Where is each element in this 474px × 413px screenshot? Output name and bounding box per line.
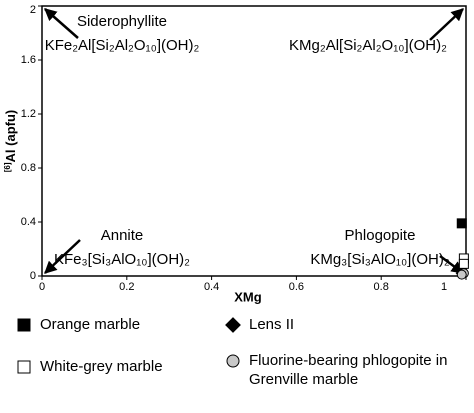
chart: XMg [6]Al (apfu) 0 0.2 0.4 0.6 0.8 1 0 0.4 0.8 1.… [3,4,469,304]
marker-square [17,318,31,332]
x-axis-label: XMg [234,289,262,304]
annotation: KFe₂Al[Si₂Al₂O₁₀](OH)₂ [45,37,200,54]
x-tick-label: 1 [441,281,447,293]
legend-entry: Fluorine-bearing phlogopite in Grenville… [225,351,465,389]
legend-label: Fluorine-bearing phlogopite in Grenville… [249,352,448,388]
x-tick-label: 0.4 [204,281,219,293]
annotation-arrow [429,8,464,41]
legend-label: Orange marble [40,316,141,333]
legend-entry: Lens II [225,315,294,334]
legend-symbol [226,354,240,368]
annotation: Annite [101,227,144,244]
marker-square [456,218,467,229]
y-axis-label-main: Al (apfu) [3,110,18,163]
y-axis-label: [6]Al (apfu) [3,110,18,173]
y-tick-label: 1.2 [21,108,36,120]
marker-diamond [225,317,241,333]
y-axis-label-sup: [6] [3,162,12,172]
legend-symbol [225,317,241,333]
marker-circle [226,354,240,368]
annotation-arrow [44,8,79,39]
x-tick-label: 0 [39,281,45,293]
x-tick-label: 0.6 [289,281,304,293]
y-tick-label: 2 [30,4,36,16]
annotation: KMg₂Al[Si₂Al₂O₁₀](OH)₂ [289,37,447,54]
y-tick-label: 0 [30,270,36,282]
legend-label: Lens II [249,316,295,333]
annotation: KMg₃[Si₃AlO₁₀](OH)₂ [310,251,450,268]
marker-square [17,360,31,374]
annotation: Siderophyllite [77,13,167,30]
plot-frame [41,5,467,277]
annotation-arrow [44,239,81,274]
marker-circle [456,269,467,280]
annotation: Phlogopite [345,227,416,244]
legend-symbol [17,360,31,374]
marker-square [458,258,469,269]
annotation: KFe₃[Si₃AlO₁₀](OH)₂ [54,251,190,268]
y-tick-label: 0.4 [21,216,36,228]
legend-entry: White-grey marble [16,357,163,376]
x-tick-label: 0.2 [119,281,134,293]
legend-symbol [17,318,31,332]
legend-label: White-grey marble [40,358,163,375]
legend: Orange marble Lens II White-grey marble Flu… [0,305,474,413]
x-tick-label: 0.8 [374,281,389,293]
y-tick-label: 0.8 [21,162,36,174]
legend-entry: Orange marble [16,315,140,334]
y-tick-label: 1.6 [21,54,36,66]
